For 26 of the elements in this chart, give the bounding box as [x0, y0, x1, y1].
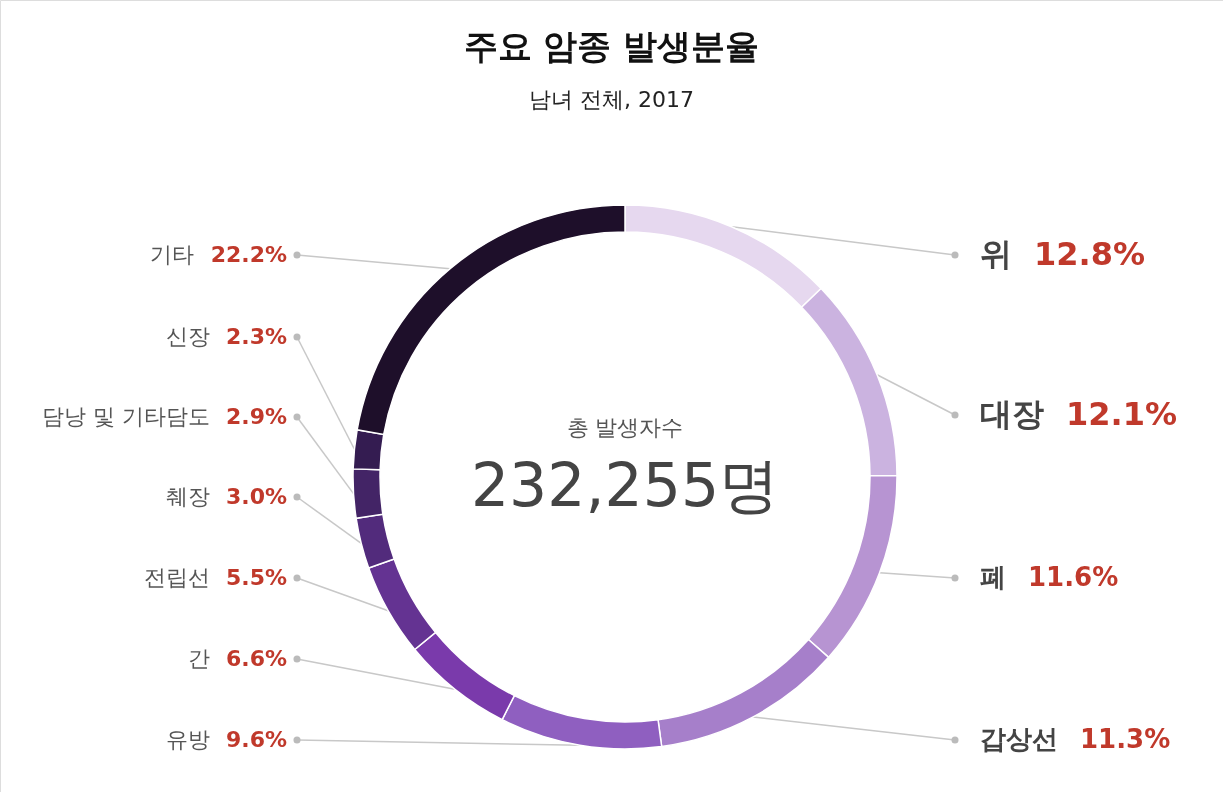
- slice-label: 췌장: [165, 484, 210, 509]
- slice-label: 위: [980, 235, 1012, 273]
- data-label: 11.3%: [1080, 724, 1171, 754]
- slice-label: 기타: [149, 242, 194, 267]
- slice-label: 대장: [980, 395, 1044, 433]
- slice-label: 신장: [165, 324, 210, 349]
- data-label: 12.8%: [1034, 235, 1146, 273]
- slice-label: 간: [187, 646, 210, 671]
- data-label: 12.1%: [1066, 395, 1178, 433]
- slice-label: 폐: [980, 562, 1006, 592]
- slice-label: 전립선: [143, 565, 210, 590]
- data-label: 3.0%: [225, 484, 287, 509]
- text: 232,255명: [470, 450, 780, 520]
- slice-label: 담낭 및 기타담도: [41, 404, 210, 429]
- data-label: 6.6%: [225, 646, 287, 671]
- data-label: 11.6%: [1028, 562, 1119, 592]
- data-label: 22.2%: [210, 242, 287, 267]
- data-label: 9.6%: [225, 727, 287, 752]
- chart-subtitle: 남녀 전체, 2017: [529, 87, 694, 112]
- data-label: 2.9%: [225, 404, 287, 429]
- data-label: 2.3%: [225, 324, 287, 349]
- chart-title: 주요 암종 발생분율: [463, 26, 760, 66]
- data-label: 5.5%: [225, 565, 287, 590]
- slice-label: 유방: [165, 727, 210, 752]
- text: 총 발생자수: [566, 415, 684, 440]
- slice-label: 갑상선: [980, 724, 1058, 754]
